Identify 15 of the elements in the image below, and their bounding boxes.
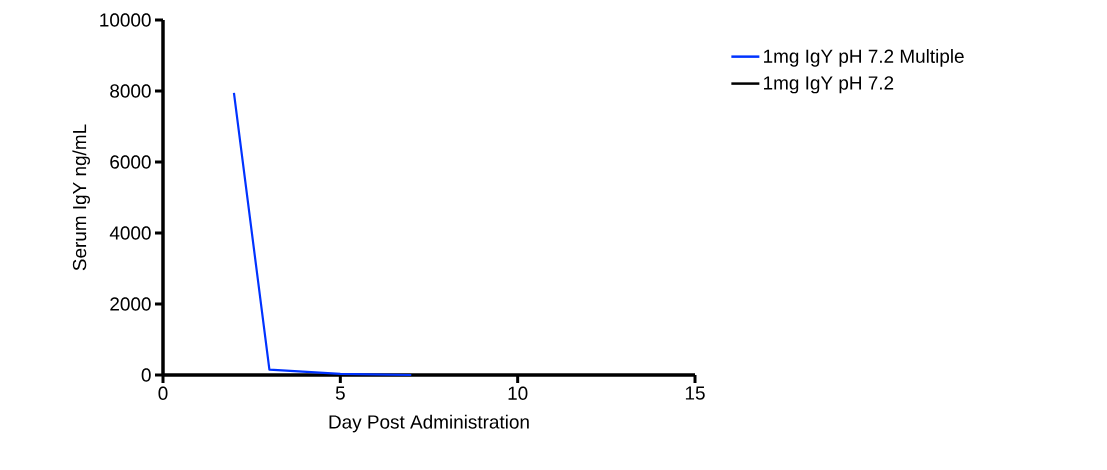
y-tick-label: 2000 — [110, 297, 151, 311]
y-tick-label: 10000 — [100, 13, 151, 27]
y-tick-label: 0 — [141, 368, 151, 382]
x-tick-label: 10 — [508, 386, 528, 400]
y-tick-label: 4000 — [109, 226, 151, 240]
x-tick-label: 15 — [685, 386, 705, 400]
line-series — [232, 91, 413, 377]
legend-label: 1mg IgY pH 7.2 — [764, 76, 894, 94]
y-tick-label: 8000 — [110, 84, 151, 98]
y-tick-label: 6000 — [110, 155, 151, 169]
legend-label: 1mg IgY pH 7.2 Multiple — [764, 49, 964, 67]
x-tick-label: 0 — [158, 386, 168, 400]
x-tick-label: 5 — [335, 386, 345, 400]
y-axis-title: Serum IgY ng/mL — [72, 124, 90, 271]
x-axis-title: Day Post Administration — [329, 414, 529, 433]
